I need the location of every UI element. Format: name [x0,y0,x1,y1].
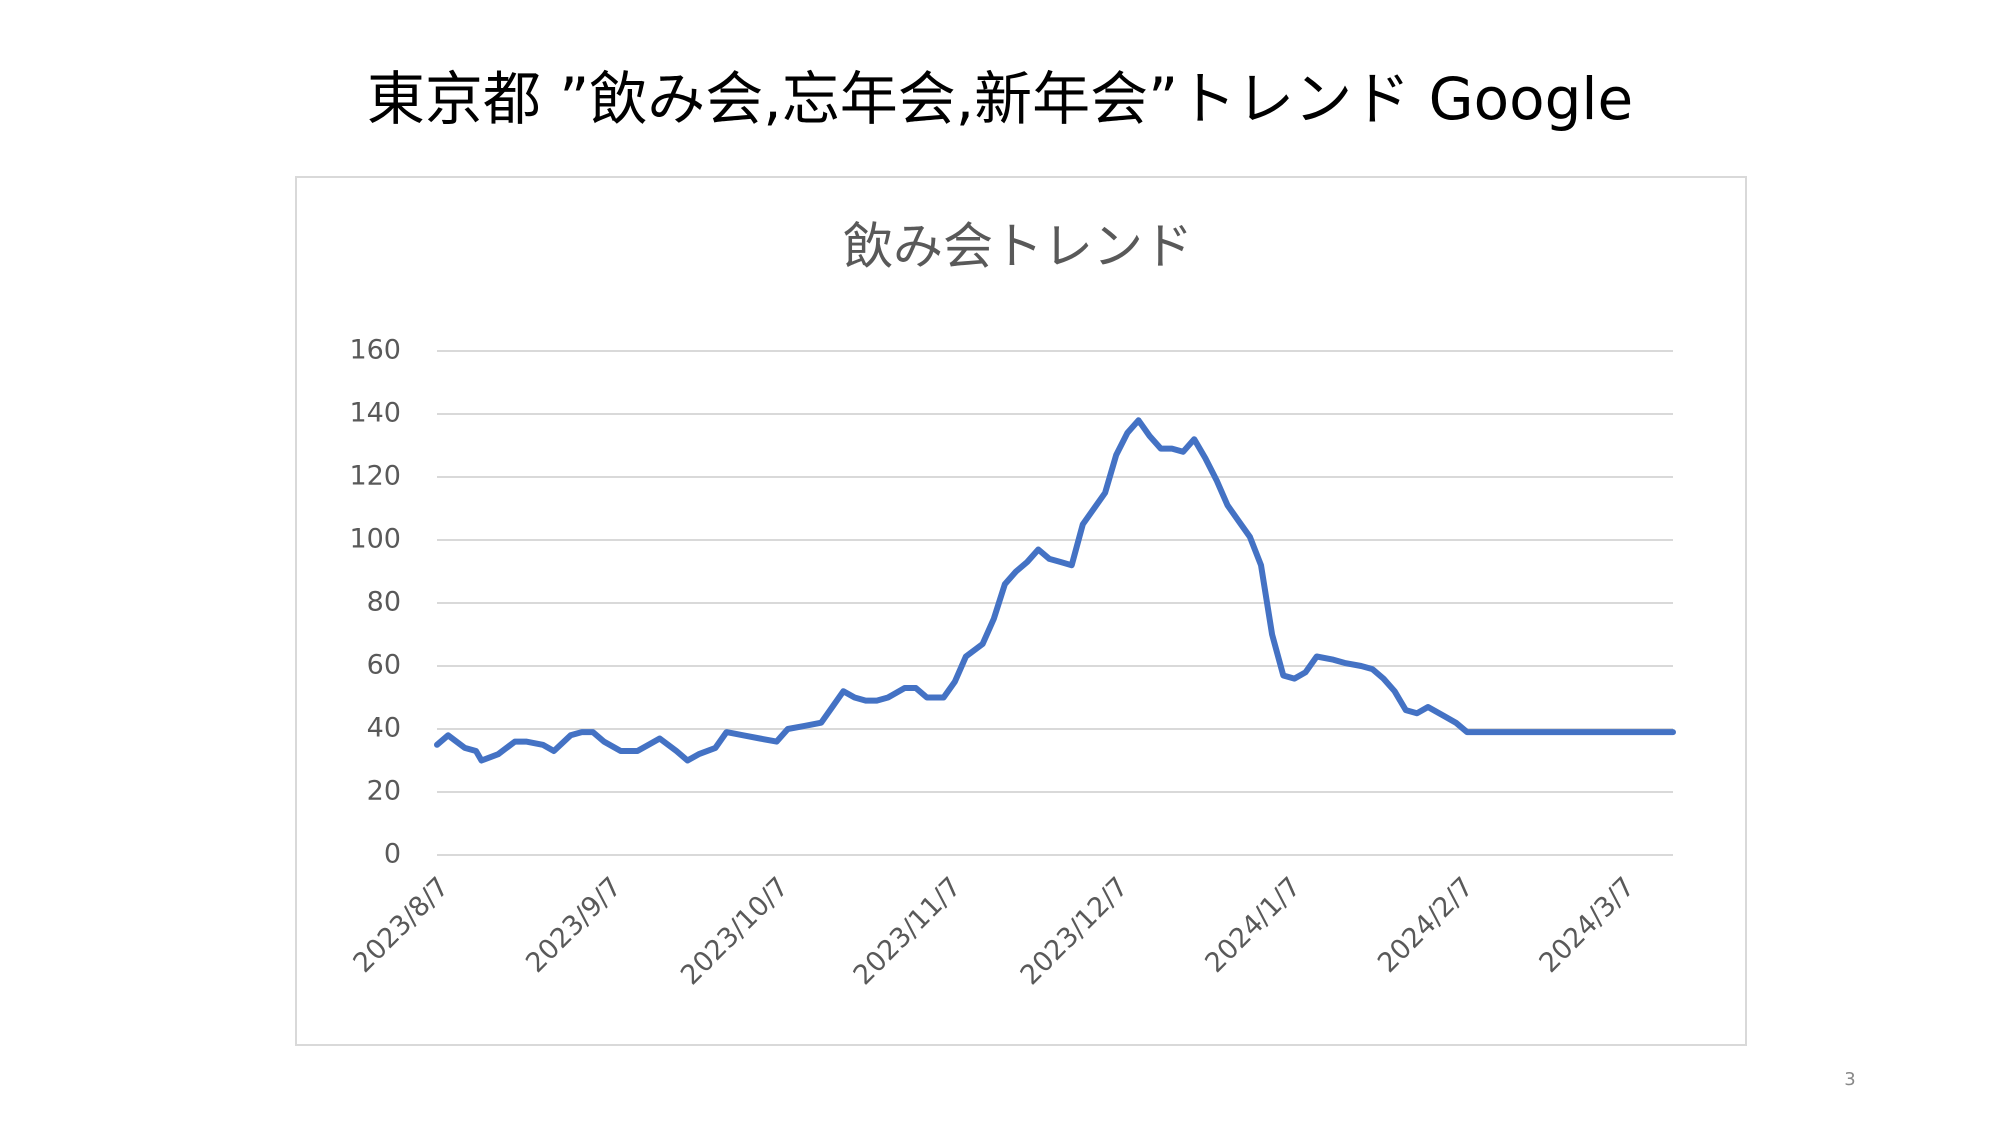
slide-title: 東京都 ”飲み会,忘年会,新年会”トレンド Google [367,65,1633,133]
page-number: 3 [1844,1069,1855,1090]
y-tick-label: 20 [367,776,401,807]
y-tick-label: 80 [367,587,401,618]
chart-title: 飲み会トレンド [843,218,1193,276]
data-line [434,417,1676,764]
y-tick-label: 0 [384,839,401,870]
y-tick-label: 140 [349,398,401,429]
y-tick-label: 40 [367,713,401,744]
y-tick-label: 120 [349,461,401,492]
y-tick-label: 60 [367,650,401,681]
y-tick-label: 160 [349,335,401,366]
chart-frame [295,176,1747,1046]
y-tick-label: 100 [349,524,401,555]
